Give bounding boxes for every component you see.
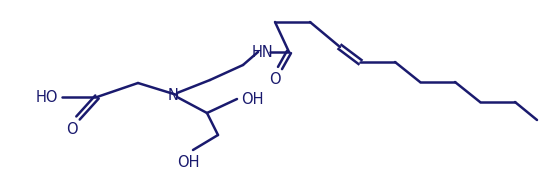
Text: HO: HO bbox=[36, 90, 58, 105]
Text: HN: HN bbox=[251, 45, 273, 60]
Text: N: N bbox=[167, 88, 178, 102]
Text: OH: OH bbox=[241, 92, 264, 107]
Text: O: O bbox=[269, 72, 281, 87]
Text: OH: OH bbox=[177, 155, 199, 170]
Text: O: O bbox=[66, 122, 78, 137]
